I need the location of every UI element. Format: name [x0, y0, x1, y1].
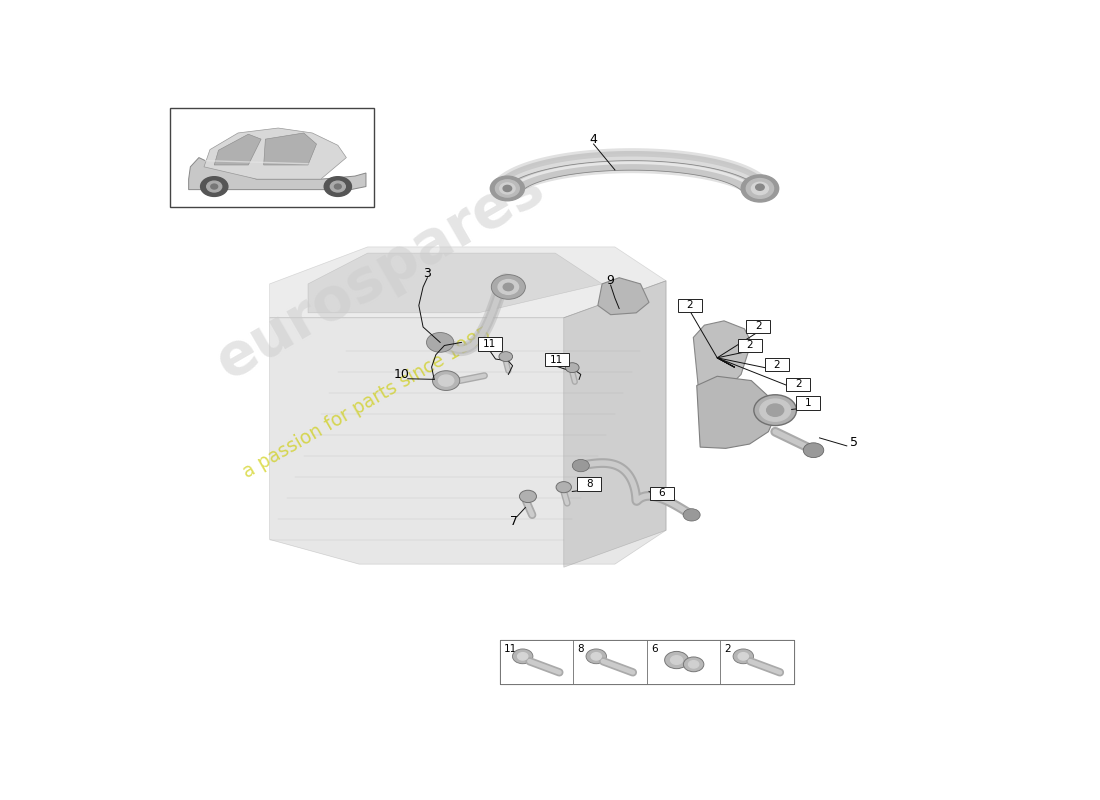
Circle shape: [207, 181, 222, 192]
Circle shape: [756, 184, 764, 190]
Polygon shape: [189, 158, 366, 190]
Bar: [647, 640, 720, 684]
Polygon shape: [598, 278, 649, 314]
Text: 8: 8: [586, 479, 593, 489]
Bar: [499, 640, 794, 684]
Circle shape: [746, 178, 773, 198]
Circle shape: [513, 649, 532, 664]
Circle shape: [491, 176, 525, 201]
Circle shape: [503, 283, 514, 290]
Circle shape: [741, 175, 779, 202]
Bar: [650, 486, 673, 500]
Polygon shape: [504, 161, 760, 191]
Circle shape: [664, 651, 689, 669]
Polygon shape: [693, 321, 751, 390]
Bar: [764, 358, 789, 371]
Text: 2: 2: [686, 301, 693, 310]
Circle shape: [683, 657, 704, 672]
Circle shape: [751, 182, 769, 194]
Text: 11: 11: [504, 644, 517, 654]
Circle shape: [334, 184, 341, 189]
Circle shape: [432, 370, 460, 390]
Circle shape: [683, 509, 700, 521]
Text: 3: 3: [424, 267, 431, 280]
Circle shape: [572, 459, 590, 472]
Bar: [573, 640, 647, 684]
Circle shape: [733, 649, 754, 664]
Circle shape: [738, 653, 748, 660]
Text: 2: 2: [746, 341, 752, 350]
Bar: [578, 478, 602, 491]
Bar: [720, 640, 794, 684]
Text: 11: 11: [550, 354, 563, 365]
Text: 9: 9: [607, 274, 615, 287]
Text: 6: 6: [651, 644, 658, 654]
Circle shape: [760, 399, 791, 422]
Text: eurospares: eurospares: [206, 158, 553, 391]
Text: 7: 7: [510, 514, 518, 527]
Text: 2: 2: [795, 379, 802, 390]
Circle shape: [565, 362, 579, 373]
Circle shape: [492, 274, 526, 299]
Circle shape: [427, 333, 454, 352]
Circle shape: [495, 180, 519, 197]
Polygon shape: [308, 253, 602, 313]
Circle shape: [586, 649, 606, 664]
Polygon shape: [696, 376, 775, 448]
Polygon shape: [270, 281, 666, 564]
Circle shape: [803, 443, 824, 458]
Bar: [746, 320, 770, 333]
Circle shape: [689, 661, 698, 668]
Circle shape: [754, 394, 796, 426]
Polygon shape: [204, 128, 346, 179]
Polygon shape: [270, 247, 666, 318]
Text: 11: 11: [483, 339, 496, 350]
Text: 10: 10: [394, 368, 409, 381]
Circle shape: [519, 490, 537, 502]
Circle shape: [324, 177, 352, 197]
Bar: [169, 108, 374, 207]
Text: 5: 5: [849, 436, 858, 449]
Text: a passion for parts since 1985: a passion for parts since 1985: [240, 324, 495, 482]
Circle shape: [498, 279, 518, 294]
Circle shape: [330, 181, 345, 192]
Text: 8: 8: [578, 644, 584, 654]
Circle shape: [503, 186, 512, 191]
Circle shape: [671, 656, 682, 664]
Circle shape: [557, 482, 571, 493]
Bar: [544, 353, 569, 366]
Bar: [738, 338, 761, 352]
Circle shape: [439, 375, 454, 386]
Bar: [796, 396, 821, 410]
Text: 2: 2: [725, 644, 732, 654]
Polygon shape: [214, 134, 261, 165]
Bar: [786, 378, 810, 391]
Bar: [499, 640, 573, 684]
Text: 2: 2: [773, 359, 780, 370]
Circle shape: [211, 184, 218, 189]
Text: 2: 2: [755, 322, 761, 331]
Circle shape: [499, 183, 515, 194]
Bar: [477, 338, 502, 351]
Bar: [678, 298, 702, 312]
Text: 1: 1: [805, 398, 812, 408]
Circle shape: [200, 177, 228, 197]
Circle shape: [499, 352, 513, 362]
Circle shape: [591, 653, 602, 660]
Text: 4: 4: [590, 133, 597, 146]
Polygon shape: [563, 281, 666, 567]
Text: 6: 6: [659, 488, 666, 498]
Polygon shape: [264, 133, 317, 165]
Circle shape: [518, 653, 528, 660]
Circle shape: [767, 404, 783, 416]
